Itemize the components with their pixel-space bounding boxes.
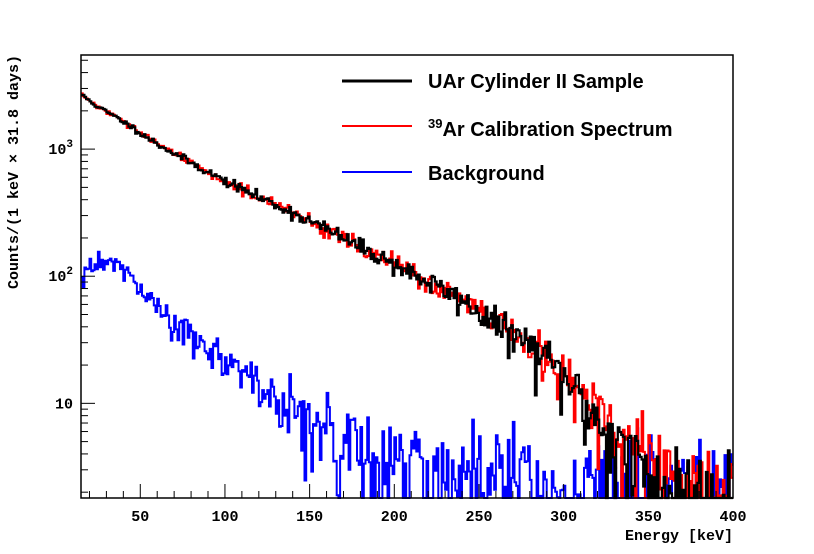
x-tick-label: 150 (296, 509, 323, 526)
x-tick-label: 250 (465, 509, 492, 526)
x-tick-label: 400 (719, 509, 746, 526)
legend-label-ar39: 39Ar Calibration Spectrum (428, 116, 673, 141)
y-tick-label: 10 (55, 396, 73, 413)
y-axis-title: Counts/(1 keV × 31.8 days) (6, 55, 23, 289)
y-tick-label: 102 (48, 266, 73, 286)
y-tick-label: 103 (48, 139, 73, 159)
x-tick-label: 300 (550, 509, 577, 526)
x-axis-title: Energy [keV] (625, 528, 733, 545)
legend: UAr Cylinder II Sample 39Ar Calibration … (342, 71, 673, 185)
legend-label-background: Background (428, 163, 545, 185)
legend-label-ar39-main: Ar Calibration Spectrum (442, 119, 672, 141)
x-tick-label: 350 (635, 509, 662, 526)
x-tick-label: 50 (131, 509, 149, 526)
plot-background (81, 55, 733, 498)
legend-label-uar: UAr Cylinder II Sample (428, 71, 644, 93)
series-uar-cylinder-ii-sample (81, 93, 733, 500)
x-tick-label: 100 (211, 509, 238, 526)
x-tick-label: 200 (381, 509, 408, 526)
axis-layer: 50 100 150 200 250 300 350 400 10 102 103 (48, 59, 747, 526)
legend-label-ar39-sup: 39 (428, 116, 442, 131)
